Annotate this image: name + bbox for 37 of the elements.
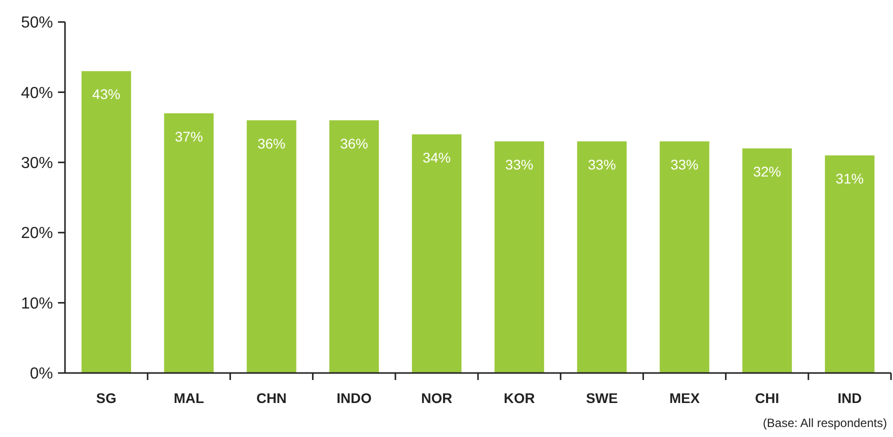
x-tick-label: SG xyxy=(96,390,117,406)
x-tick-label: IND xyxy=(838,390,862,406)
bar xyxy=(412,134,462,373)
x-tick-label: NOR xyxy=(421,390,452,406)
x-tick-label: MEX xyxy=(669,390,700,406)
data-label: 36% xyxy=(340,135,368,152)
data-label: 37% xyxy=(174,128,203,144)
bar xyxy=(164,113,214,373)
data-label: 36% xyxy=(257,135,286,152)
y-tick-label: 40% xyxy=(20,84,53,102)
x-tick-label: KOR xyxy=(504,390,535,406)
data-label: 32% xyxy=(753,163,782,180)
data-label: 33% xyxy=(588,156,616,172)
y-tick-label: 50% xyxy=(20,14,53,32)
bar xyxy=(329,120,379,373)
x-tick-label: MAL xyxy=(174,390,205,406)
x-tick-label: SWE xyxy=(586,390,618,406)
data-label: 33% xyxy=(505,156,534,172)
bar xyxy=(494,141,544,373)
bar xyxy=(824,155,874,373)
data-label: 31% xyxy=(836,170,864,186)
bar xyxy=(660,141,710,373)
x-tick-label: INDO xyxy=(336,390,372,406)
bar xyxy=(246,120,296,373)
bar xyxy=(577,141,627,373)
text: (Base: All respondents) xyxy=(762,416,887,430)
y-tick-label: 20% xyxy=(20,225,53,242)
y-tick-label: 0% xyxy=(30,366,53,383)
data-label: 33% xyxy=(670,156,699,172)
bar xyxy=(742,148,792,373)
y-tick-label: 30% xyxy=(20,155,53,172)
x-tick-label: CHI xyxy=(755,390,780,406)
data-label: 43% xyxy=(92,86,120,102)
y-tick-label: 10% xyxy=(20,295,53,312)
bar xyxy=(82,71,132,373)
x-tick-label: CHN xyxy=(256,390,287,406)
data-label: 34% xyxy=(422,149,451,166)
